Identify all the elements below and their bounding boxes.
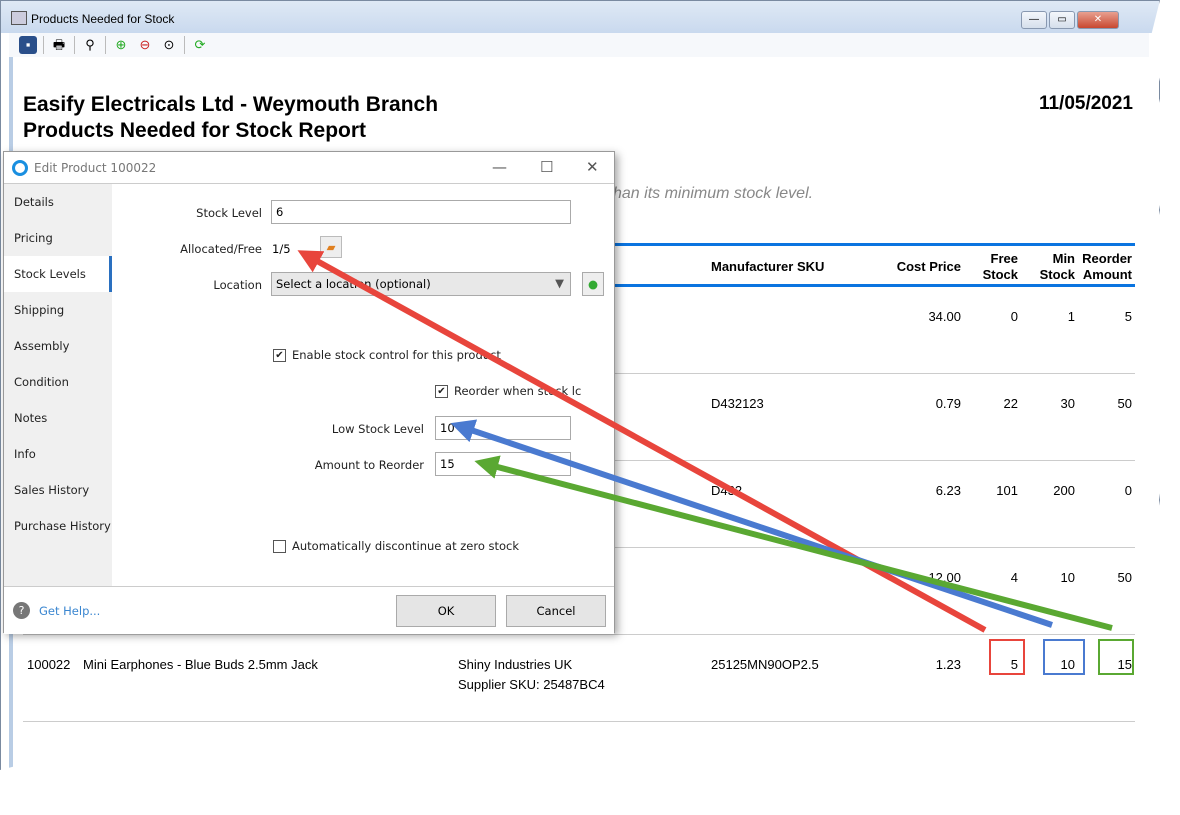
header-free: Free Stock	[982, 251, 1018, 282]
close-button[interactable]: ✕	[1077, 11, 1119, 29]
cost-price: 0.79	[935, 396, 961, 411]
tab-stock-levels[interactable]: Stock Levels	[4, 256, 112, 292]
refresh-icon[interactable]: ⟳	[194, 37, 206, 52]
tab-purchase-history[interactable]: Purchase History	[14, 519, 111, 533]
amount-reorder-label: Amount to Reorder	[314, 458, 424, 472]
dialog-title-bar: Edit Product 100022 — ☐ ✕	[4, 152, 614, 184]
tab-condition[interactable]: Condition	[14, 375, 69, 389]
minimize-icon[interactable]: —	[492, 158, 507, 176]
tab-shipping[interactable]: Shipping	[14, 303, 65, 317]
reorder-amount: 5	[1124, 309, 1132, 324]
min-stock: 200	[1053, 483, 1075, 498]
header-min: Min Stock	[1039, 251, 1075, 282]
reorder-amount: 0	[1124, 483, 1132, 498]
company-name: Easify Electricals Ltd - Weymouth Branch	[23, 93, 439, 116]
maximize-icon[interactable]: ☐	[540, 158, 554, 176]
row-divider	[23, 634, 1135, 635]
location-select[interactable]: Select a location (optional) ▼	[271, 272, 571, 296]
row-divider	[23, 721, 1135, 722]
zoom-in-icon[interactable]: ⊕	[115, 37, 127, 52]
header-cost: Cost Price	[896, 259, 961, 274]
toolbar: ▪ 🖶 ⚲ ⊕ ⊖ ⊙ ⟳	[9, 33, 1149, 57]
minimize-button[interactable]: —	[1021, 11, 1047, 29]
report-date: 11/05/2021	[1038, 93, 1133, 114]
find-icon[interactable]: ⚲	[85, 37, 95, 52]
maximize-button[interactable]: ▭	[1049, 11, 1075, 29]
cancel-button[interactable]: Cancel	[506, 595, 606, 627]
product-code: 100022	[27, 657, 71, 672]
cost-price: 6.23	[935, 483, 961, 498]
free-stock: 4	[1010, 570, 1018, 585]
tab-assembly[interactable]: Assembly	[14, 339, 70, 353]
reorder-amount: 50	[1117, 570, 1132, 585]
report-subtitle: han its minimum stock level.	[613, 185, 814, 202]
stock-level-label: Stock Level	[196, 206, 262, 220]
cost-price: 34.00	[928, 309, 961, 324]
low-stock-field[interactable]: 10	[435, 416, 571, 440]
zoom-out-icon[interactable]: ⊖	[139, 37, 151, 52]
get-help-link[interactable]: Get Help...	[39, 604, 101, 618]
allocated-label: Allocated/Free	[180, 242, 262, 256]
title-bar: Products Needed for Stock — ▭ ✕	[1, 1, 1159, 33]
supplier: Shiny Industries UK	[458, 657, 573, 672]
zoom-actual-icon[interactable]: ⊙	[163, 37, 175, 52]
highlight-min-stock	[1043, 639, 1085, 675]
product-name: Mini Earphones - Blue Buds 2.5mm Jack	[83, 657, 318, 672]
tab-info[interactable]: Info	[14, 447, 36, 461]
chevron-down-icon: ▼	[555, 276, 564, 290]
header-mfr-sku: Manufacturer SKU	[711, 259, 825, 274]
free-stock: 22	[1003, 396, 1018, 411]
header-reorder: Reorder Amount	[1082, 251, 1132, 282]
allocated-value: 1/5	[272, 242, 291, 256]
report-title: Products Needed for Stock Report	[23, 119, 367, 142]
highlight-free-stock	[989, 639, 1025, 675]
tab-pricing[interactable]: Pricing	[14, 231, 53, 245]
reorder-amount: 15	[1117, 657, 1132, 672]
print-icon[interactable]: 🖶	[52, 37, 66, 52]
reorder-when-checkbox[interactable]: ✔ Reorder when stock lc	[435, 384, 581, 398]
amount-reorder-field[interactable]: 15	[435, 452, 571, 476]
close-icon[interactable]: ✕	[586, 158, 599, 176]
location-label: Location	[213, 278, 262, 292]
cost-price: 1.23	[935, 657, 961, 672]
cost-price: 12.00	[928, 570, 961, 585]
reorder-amount: 50	[1117, 396, 1132, 411]
auto-discontinue-checkbox[interactable]: Automatically discontinue at zero stock	[273, 539, 519, 553]
ok-button[interactable]: OK	[396, 595, 496, 627]
dialog-title: Edit Product 100022	[34, 161, 157, 175]
highlight-reorder	[1098, 639, 1134, 675]
mfr-sku: D432	[711, 483, 743, 498]
dialog-tabs: Details Pricing Stock Levels Shipping Assemb…	[4, 184, 112, 586]
tab-notes[interactable]: Notes	[14, 411, 48, 425]
mfr-sku: 25125MN90OP2.5	[711, 657, 819, 672]
add-location-icon[interactable]: ●	[582, 272, 604, 296]
allocation-lookup-button[interactable]: ▰	[320, 236, 342, 258]
save-icon[interactable]: ▪	[19, 36, 37, 54]
min-stock: 10	[1060, 570, 1075, 585]
window-title: Products Needed for Stock	[31, 12, 175, 26]
free-stock: 5	[1010, 657, 1018, 672]
free-stock: 101	[996, 483, 1018, 498]
free-stock: 0	[1010, 309, 1018, 324]
printer-icon	[11, 11, 27, 25]
low-stock-label: Low Stock Level	[331, 422, 424, 436]
dialog-footer: ? Get Help... OK Cancel	[4, 586, 614, 634]
edit-product-dialog: Edit Product 100022 — ☐ ✕ Details Pricing…	[3, 151, 615, 634]
help-icon: ?	[13, 602, 30, 619]
tab-details[interactable]: Details	[14, 195, 54, 209]
tab-sales-history[interactable]: Sales History	[14, 483, 90, 497]
min-stock: 1	[1067, 309, 1075, 324]
easify-logo-icon	[12, 160, 28, 176]
supplier-sku: Supplier SKU: 25487BC4	[458, 677, 605, 692]
stock-level-field[interactable]: 6	[271, 200, 571, 224]
enable-stock-checkbox[interactable]: ✔ Enable stock control for this product	[273, 348, 501, 362]
min-stock: 30	[1060, 396, 1075, 411]
min-stock: 10	[1060, 657, 1075, 672]
mfr-sku: D432123	[711, 396, 764, 411]
